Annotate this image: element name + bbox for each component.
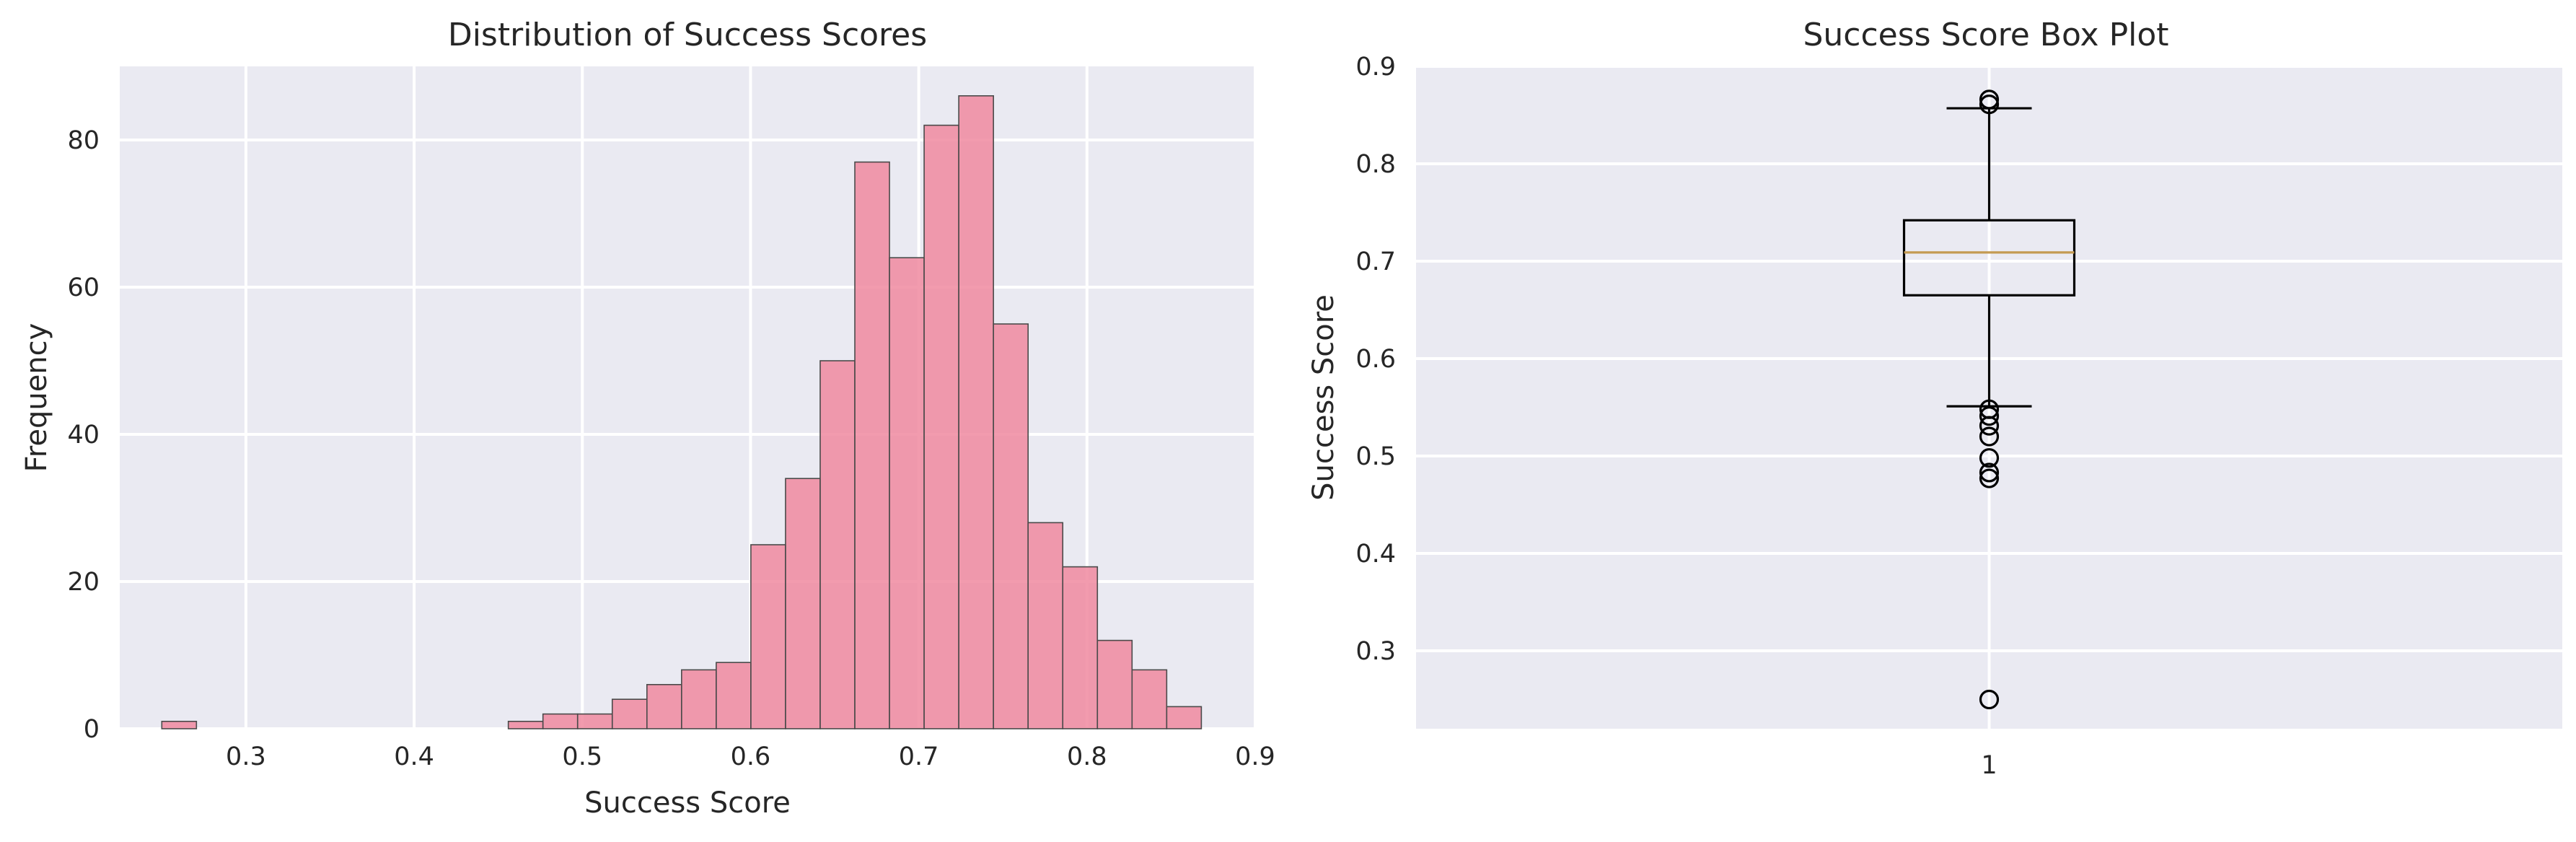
boxplot-outlier: [1979, 462, 2000, 483]
boxplot-y-tick-label: 0.8: [1355, 150, 1396, 179]
histogram-grid: [120, 66, 1257, 730]
histogram-bar: [958, 95, 994, 729]
histogram-bar: [611, 698, 648, 729]
histogram-y-tick-label: 0: [84, 715, 100, 744]
boxplot-y-tick-label: 0.6: [1355, 345, 1396, 374]
histogram-bar: [161, 720, 198, 729]
histogram-bar: [716, 662, 752, 729]
boxplot-y-tick-label: 0.7: [1355, 247, 1396, 276]
histogram-x-axis-label: Success Score: [584, 786, 791, 820]
boxplot-outlier: [1979, 468, 2000, 488]
histogram-bar: [1027, 522, 1064, 729]
histogram-x-tick-label: 0.3: [226, 742, 266, 771]
histogram-bar: [1062, 566, 1099, 729]
histogram-x-tick-label: 0.6: [731, 742, 771, 771]
boxplot-y-tick-label: 0.9: [1355, 53, 1396, 82]
histogram-title: Distribution of Success Scores: [448, 17, 927, 53]
histogram-bar: [1096, 639, 1133, 729]
boxplot-y-tick-label: 0.5: [1355, 442, 1396, 471]
histogram-y-tick-label: 80: [67, 126, 100, 155]
histogram-x-tick-label: 0.8: [1067, 742, 1107, 771]
boxplot-grid: [1416, 65, 2562, 729]
boxplot-y-tick-label: 0.4: [1355, 540, 1396, 569]
histogram-bar: [507, 720, 544, 729]
histogram-y-tick-label: 40: [67, 421, 100, 449]
boxplot-outlier: [1979, 416, 2000, 436]
histogram-x-tick-label: 0.7: [899, 742, 939, 771]
boxplot-outlier: [1979, 406, 2000, 426]
histogram-y-tick-label: 20: [67, 568, 100, 597]
histogram-y-ticks: 0 20 40 60 80: [67, 126, 100, 744]
boxplot-title: Success Score Box Plot: [1803, 17, 2168, 53]
histogram-bar: [889, 257, 925, 729]
histogram-bar: [1131, 669, 1168, 729]
boxplot-box: [1902, 219, 2076, 297]
histogram-x-ticks: 0.3 0.4 0.5 0.6 0.7 0.8 0.9: [226, 742, 1275, 771]
boxplot-outlier: [1979, 689, 2000, 710]
histogram-x-tick-label: 0.5: [562, 742, 602, 771]
boxplot-marks: [1902, 89, 2076, 710]
histogram-x-tick-label: 0.4: [394, 742, 434, 771]
boxplot-outlier: [1979, 89, 2000, 110]
histogram-bar: [576, 713, 613, 729]
histogram-y-tick-label: 60: [67, 273, 100, 302]
boxplot-outlier: [1979, 426, 2000, 447]
histogram-bar: [819, 360, 856, 729]
histogram-x-tick-label: 0.9: [1235, 742, 1275, 771]
histogram-bar: [750, 544, 786, 729]
histogram-bar: [681, 669, 717, 729]
histogram-bar: [785, 478, 821, 729]
boxplot-chart: 1 0.3 0.4 0.5 0.6 0.7 0.8 0.9 Success Score Bo…: [1307, 17, 2562, 780]
histogram-bar: [646, 683, 682, 729]
boxplot-y-axis-label: Success Score: [1307, 294, 1340, 501]
boxplot-outlier: [1979, 448, 2000, 468]
boxplot-x-tick-label: 1: [1981, 751, 1997, 780]
histogram-bar: [1166, 706, 1203, 729]
boxplot-y-tick-label: 0.3: [1355, 637, 1396, 666]
histogram-bar: [993, 323, 1029, 729]
histogram-y-axis-label: Frequency: [20, 323, 53, 473]
histogram-bars: [161, 95, 1203, 729]
histogram-chart: 0.3 0.4 0.5 0.6 0.7 0.8 0.9 0 20 40 60 80 Distribu…: [20, 17, 1275, 820]
boxplot-outlier: [1979, 95, 2000, 115]
histogram-bar: [923, 124, 959, 729]
boxplot-x-ticks: 1: [1981, 751, 1997, 780]
histogram-bar: [542, 713, 579, 729]
histogram-bar: [854, 161, 890, 729]
boxplot-y-ticks: 0.3 0.4 0.5 0.6 0.7 0.8 0.9: [1355, 53, 1396, 666]
